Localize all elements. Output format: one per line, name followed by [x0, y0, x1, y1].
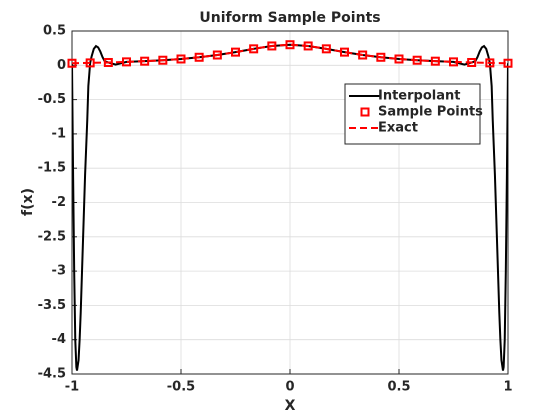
series-line: [72, 43, 508, 371]
legend-swatch: [360, 107, 370, 117]
y-tick-label: -1: [52, 126, 66, 141]
chart-title: Uniform Sample Points: [199, 10, 380, 26]
x-tick-label: 1: [503, 380, 512, 395]
y-tick-label: -0.5: [38, 92, 66, 107]
y-tick-label: -4.5: [38, 367, 66, 382]
y-tick-label: -1.5: [38, 161, 66, 176]
x-tick-label: 0.5: [387, 380, 410, 395]
legend-label: Exact: [378, 121, 418, 136]
x-tick-label: -1: [65, 380, 79, 395]
y-tick-label: -3: [52, 264, 66, 279]
x-axis-label: X: [285, 398, 296, 414]
axes-box: [71, 30, 509, 375]
y-tick-label: 0: [57, 58, 66, 73]
legend-label: Sample Points: [378, 105, 483, 120]
y-axis-label: f(x): [20, 188, 36, 216]
x-tick-label: -0.5: [167, 380, 195, 395]
y-tick-label: -4: [52, 332, 66, 347]
y-tick-label: 0.5: [43, 24, 66, 39]
series-line: [72, 43, 508, 65]
y-tick-label: -2.5: [38, 229, 66, 244]
y-tick-label: -3.5: [38, 298, 66, 313]
x-tick-label: 0: [285, 380, 294, 395]
y-tick-label: -2: [52, 195, 66, 210]
legend-label: Interpolant: [378, 89, 460, 104]
